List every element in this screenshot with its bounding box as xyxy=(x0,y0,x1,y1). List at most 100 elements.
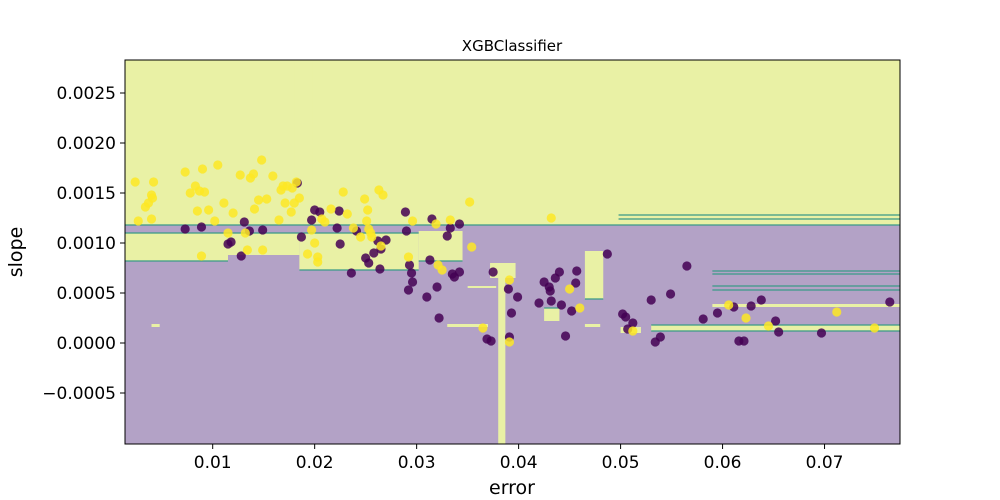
point-class-0 xyxy=(567,306,577,316)
point-class-1 xyxy=(223,228,233,238)
point-class-1 xyxy=(253,195,264,205)
point-class-1 xyxy=(565,284,575,294)
point-class-1 xyxy=(210,216,220,226)
point-class-0 xyxy=(296,232,307,242)
point-class-0 xyxy=(546,296,556,306)
point-class-0 xyxy=(698,314,708,324)
x-axis: 0.01 0.02 0.03 0.04 0.05 0.06 0.07 xyxy=(194,444,844,473)
point-class-0 xyxy=(346,268,356,278)
region-class-1 xyxy=(125,60,900,225)
point-class-1 xyxy=(280,198,290,208)
point-class-1 xyxy=(376,241,386,251)
point-class-0 xyxy=(665,289,676,299)
region-class-1 xyxy=(584,324,601,327)
point-class-1 xyxy=(199,187,210,197)
decision-regions xyxy=(125,60,900,444)
point-class-0 xyxy=(334,206,344,216)
y-tick-label: 0.0015 xyxy=(57,184,116,204)
point-class-0 xyxy=(401,226,412,236)
point-class-0 xyxy=(534,298,544,308)
point-class-0 xyxy=(712,308,723,318)
region-class-1 xyxy=(418,231,463,261)
point-class-1 xyxy=(268,171,278,181)
point-class-1 xyxy=(146,214,157,224)
point-class-0 xyxy=(572,266,582,276)
point-class-0 xyxy=(196,222,207,232)
y-tick-label: 0.0025 xyxy=(57,84,116,104)
region-class-1 xyxy=(584,251,604,299)
point-class-0 xyxy=(646,295,656,305)
point-class-1 xyxy=(363,205,373,215)
point-class-1 xyxy=(213,160,223,170)
region-class-1 xyxy=(712,304,900,307)
point-class-0 xyxy=(621,312,631,322)
point-class-0 xyxy=(628,318,638,328)
point-class-1 xyxy=(242,245,252,255)
x-tick-label: 0.06 xyxy=(704,453,742,473)
point-class-0 xyxy=(422,292,432,302)
point-class-0 xyxy=(442,231,452,241)
x-tick-label: 0.01 xyxy=(194,453,232,473)
y-tick-label: 0.0000 xyxy=(57,334,116,354)
x-tick-label: 0.02 xyxy=(296,453,334,473)
point-class-0 xyxy=(554,267,565,277)
x-tick-label: 0.07 xyxy=(806,453,844,473)
region-class-1 xyxy=(467,286,497,288)
point-class-0 xyxy=(226,237,236,247)
point-class-1 xyxy=(465,197,475,207)
point-class-1 xyxy=(258,245,268,255)
point-class-1 xyxy=(286,207,296,217)
region-class-1 xyxy=(498,275,506,444)
point-class-1 xyxy=(367,232,377,242)
point-class-1 xyxy=(403,252,414,262)
point-class-1 xyxy=(240,228,250,238)
point-class-0 xyxy=(406,268,417,278)
x-tick-label: 0.03 xyxy=(398,453,436,473)
point-class-1 xyxy=(313,257,323,267)
point-class-0 xyxy=(816,328,827,338)
x-tick-label: 0.04 xyxy=(500,453,538,473)
y-tick-label: 0.0020 xyxy=(57,134,116,154)
point-class-1 xyxy=(249,204,260,214)
y-tick-label: −0.0005 xyxy=(42,384,116,404)
chart-title: XGBClassifier xyxy=(462,37,563,55)
point-class-0 xyxy=(885,297,895,307)
y-tick-label: 0.0010 xyxy=(57,234,116,254)
point-class-0 xyxy=(545,286,555,296)
point-class-0 xyxy=(375,264,385,274)
point-class-1 xyxy=(192,206,203,216)
x-tick-label: 0.05 xyxy=(602,453,640,473)
point-class-0 xyxy=(560,331,571,341)
point-class-1 xyxy=(348,223,359,233)
point-class-1 xyxy=(257,155,267,165)
point-class-0 xyxy=(400,207,411,217)
point-class-0 xyxy=(434,313,444,323)
point-class-1 xyxy=(437,265,447,275)
point-class-0 xyxy=(369,248,379,258)
point-class-0 xyxy=(425,255,435,265)
point-class-1 xyxy=(628,326,638,336)
point-class-0 xyxy=(454,219,465,229)
region-class-1 xyxy=(618,215,900,219)
point-class-1 xyxy=(262,194,272,204)
point-class-1 xyxy=(338,187,348,197)
point-class-0 xyxy=(571,278,581,288)
point-class-0 xyxy=(335,239,345,249)
x-axis-label: error xyxy=(489,477,535,499)
point-class-0 xyxy=(403,285,414,295)
region-class-1 xyxy=(544,308,560,321)
point-class-1 xyxy=(307,225,317,235)
point-class-1 xyxy=(228,208,238,218)
scatter-points xyxy=(130,155,895,347)
region-class-1 xyxy=(447,324,489,327)
point-class-1 xyxy=(724,300,734,310)
point-class-1 xyxy=(445,215,455,225)
point-class-0 xyxy=(236,251,246,261)
point-class-0 xyxy=(332,223,342,233)
point-class-1 xyxy=(546,213,556,223)
point-class-1 xyxy=(294,193,304,203)
point-class-1 xyxy=(342,209,352,219)
point-class-1 xyxy=(302,249,313,259)
point-class-1 xyxy=(360,194,370,204)
